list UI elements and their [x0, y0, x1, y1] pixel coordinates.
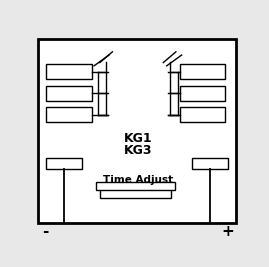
- Bar: [179, 64, 225, 79]
- Text: KG1: KG1: [123, 132, 152, 145]
- Bar: [179, 86, 225, 101]
- Bar: [179, 107, 225, 122]
- Text: +: +: [221, 224, 234, 239]
- Bar: [46, 158, 82, 169]
- Bar: [46, 107, 92, 122]
- Bar: [100, 188, 171, 198]
- Bar: [96, 182, 175, 190]
- Text: -: -: [42, 224, 48, 239]
- Bar: [46, 86, 92, 101]
- Bar: [192, 158, 228, 169]
- Text: Time Adjust: Time Adjust: [103, 175, 173, 185]
- Text: KG3: KG3: [124, 144, 152, 157]
- Bar: [46, 64, 92, 79]
- Bar: [38, 39, 236, 223]
